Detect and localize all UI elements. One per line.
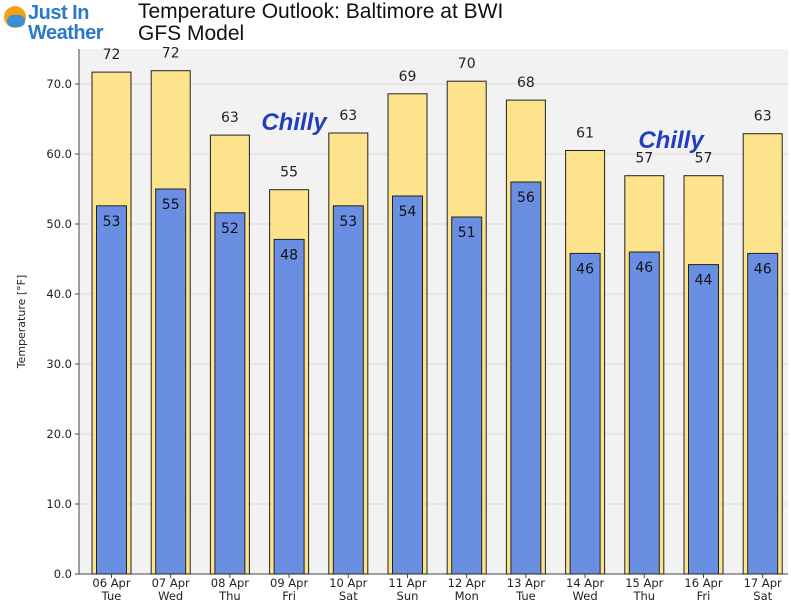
high-temp-label: 69: [399, 69, 417, 85]
low-temp-bar: [628, 251, 660, 575]
x-tick-day: Tue: [101, 589, 122, 603]
high-temp-label: 70: [458, 56, 476, 72]
x-tick-day: Sat: [339, 589, 358, 603]
low-temp-label: 55: [162, 197, 180, 213]
y-tick-label: 0.0: [54, 567, 72, 581]
x-tick-date: 08 Apr: [211, 576, 249, 590]
high-temp-label: 63: [221, 110, 239, 126]
y-tick-label: 30.0: [46, 357, 72, 371]
high-temp-label: 72: [103, 47, 121, 63]
low-temp-label: 44: [695, 273, 713, 289]
x-tick-date: 12 Apr: [448, 576, 486, 590]
high-temp-label: 72: [162, 46, 180, 62]
high-temp-label: 57: [635, 151, 653, 167]
x-tick-day: Wed: [573, 589, 598, 603]
low-temp-bar: [96, 205, 127, 575]
low-temp-bar: [451, 216, 483, 575]
x-tick-day: Wed: [158, 589, 183, 603]
low-temp-bar: [214, 212, 246, 575]
logo-line1: Just In: [28, 2, 89, 24]
x-tick-date: 16 Apr: [684, 576, 722, 590]
low-temp-label: 53: [103, 214, 121, 230]
x-tick-day: Mon: [455, 589, 479, 603]
chart-subtitle: GFS Model: [138, 22, 245, 45]
x-tick-date: 13 Apr: [507, 576, 545, 590]
x-tick-date: 15 Apr: [625, 576, 663, 590]
y-axis-label: Temperature [°F]: [15, 275, 28, 370]
x-tick-day: Fri: [697, 589, 711, 603]
x-tick-date: 09 Apr: [270, 576, 308, 590]
plot-area: [79, 49, 788, 574]
annotation-chilly: Chilly: [261, 109, 328, 136]
x-tick-day: Thu: [218, 589, 241, 603]
y-tick-label: 70.0: [46, 77, 72, 91]
low-temp-label: 46: [576, 261, 594, 277]
x-tick-day: Fri: [282, 589, 296, 603]
low-temp-bar: [510, 181, 542, 575]
x-tick-day: Sat: [753, 589, 772, 603]
cloud-icon: [7, 15, 25, 27]
high-temp-label: 61: [576, 126, 594, 142]
low-temp-label: 53: [339, 214, 357, 230]
logo: Just In Weather: [4, 2, 134, 44]
x-tick-day: Tue: [515, 589, 536, 603]
low-temp-label: 54: [399, 204, 417, 220]
y-tick-label: 60.0: [46, 147, 72, 161]
low-temp-bar: [569, 252, 601, 575]
chart-title: Temperature Outlook: Baltimore at BWI: [138, 0, 504, 23]
logo-line2: Weather: [28, 22, 104, 44]
high-temp-label: 63: [754, 109, 772, 125]
low-temp-bar: [155, 188, 187, 575]
low-temp-label: 52: [221, 221, 239, 237]
x-tick-day: Thu: [632, 589, 655, 603]
header: Just In Weather Temperature Outlook: Bal…: [0, 0, 560, 48]
high-temp-label: 55: [280, 165, 298, 181]
x-tick-date: 07 Apr: [152, 576, 190, 590]
x-tick-date: 06 Apr: [92, 576, 130, 590]
low-temp-label: 48: [280, 247, 298, 263]
low-temp-bar: [747, 252, 779, 575]
x-tick-date: 10 Apr: [329, 576, 367, 590]
x-tick-day: Sun: [397, 589, 419, 603]
low-temp-label: 46: [635, 260, 653, 276]
low-temp-bar: [392, 195, 423, 575]
x-tick-date: 14 Apr: [566, 576, 604, 590]
x-tick-date: 17 Apr: [744, 576, 782, 590]
low-temp-bar: [332, 205, 364, 575]
low-temp-bar: [273, 238, 305, 575]
low-temp-label: 51: [458, 225, 476, 241]
low-temp-label: 56: [517, 190, 535, 206]
annotation-chilly: Chilly: [638, 127, 705, 154]
low-temp-bar: [688, 264, 719, 575]
y-tick-label: 10.0: [46, 497, 72, 511]
low-temp-label: 46: [754, 261, 772, 277]
high-temp-label: 57: [695, 151, 713, 167]
y-tick-label: 50.0: [46, 217, 72, 231]
high-temp-label: 68: [517, 75, 535, 91]
high-temp-label: 63: [339, 108, 357, 124]
y-tick-label: 40.0: [46, 287, 72, 301]
x-tick-date: 11 Apr: [388, 576, 426, 590]
y-tick-label: 20.0: [46, 427, 72, 441]
